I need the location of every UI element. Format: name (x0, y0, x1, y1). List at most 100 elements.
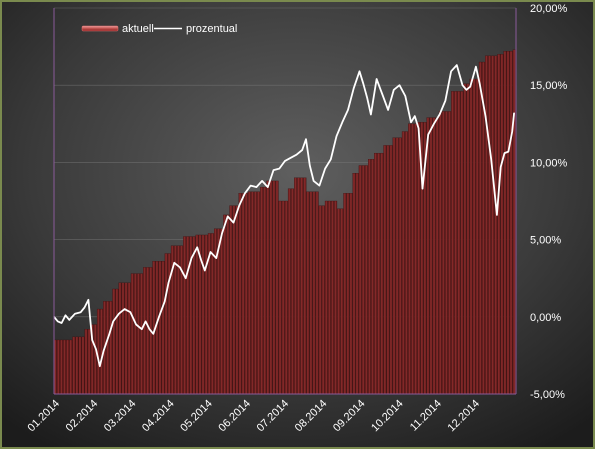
y-tick-label: 15,00% (530, 80, 568, 92)
line-point-23 (158, 316, 160, 318)
y-tick-label: -5,00% (530, 389, 565, 401)
bar-17 (106, 301, 110, 395)
line-point-2 (61, 322, 63, 324)
bar-9 (81, 336, 85, 395)
y-tick-label: 5,00% (530, 235, 561, 247)
line-point-83 (475, 66, 477, 68)
bar-131 (457, 91, 461, 395)
bar-103 (371, 159, 375, 395)
line-point-14 (112, 320, 114, 322)
line-point-32 (204, 269, 206, 272)
line-point-44 (272, 169, 275, 171)
bar-98 (355, 173, 359, 395)
line-point-87 (496, 214, 498, 216)
line-point-60 (358, 70, 361, 72)
bar-84 (312, 191, 316, 395)
line-point-54 (324, 168, 326, 170)
line-point-51 (309, 164, 311, 167)
bar-138 (478, 61, 482, 395)
bar-81 (303, 177, 307, 395)
bar-25 (130, 273, 134, 395)
line-point-8 (87, 299, 89, 301)
bar-93 (340, 208, 344, 395)
line-point-63 (370, 113, 372, 116)
bar-144 (497, 54, 501, 395)
bar-87 (321, 205, 325, 395)
bar-60 (238, 193, 242, 395)
bar-36 (164, 253, 168, 395)
bar-65 (254, 191, 258, 395)
bar-6 (72, 336, 76, 395)
line-point-72 (418, 127, 420, 129)
bar-125 (438, 111, 442, 395)
line-point-88 (500, 166, 502, 168)
line-point-35 (221, 232, 223, 234)
bar-133 (463, 83, 467, 395)
line-point-56 (335, 135, 338, 137)
line-series-prozentual (53, 64, 515, 368)
line-point-73 (421, 188, 424, 190)
bar-66 (257, 191, 261, 395)
line-point-55 (330, 158, 332, 160)
bar-51 (210, 233, 214, 395)
line-point-84 (479, 83, 481, 85)
line-point-57 (341, 121, 343, 123)
bar-92 (337, 208, 341, 395)
line-point-82 (469, 86, 471, 88)
bar-4 (66, 339, 70, 395)
bar-59 (235, 205, 239, 395)
bar-75 (284, 200, 288, 395)
line-point-76 (439, 113, 441, 116)
line-point-59 (353, 87, 355, 89)
line-point-58 (347, 109, 349, 111)
bar-35 (161, 261, 165, 395)
bar-96 (349, 193, 353, 395)
line-point-67 (393, 89, 395, 91)
bar-27 (137, 273, 140, 395)
line-point-33 (209, 251, 212, 253)
bar-126 (441, 111, 445, 395)
bar-56 (226, 214, 230, 395)
line-point-24 (164, 300, 166, 302)
bar-145 (500, 54, 504, 395)
bar-147 (506, 51, 510, 395)
line-point-10 (95, 348, 97, 350)
bar-127 (445, 111, 448, 395)
bar-series-aktuell (53, 49, 516, 395)
bar-108 (386, 145, 390, 395)
bar-76 (287, 188, 291, 395)
bar-30 (146, 267, 150, 395)
line-point-1 (57, 320, 59, 322)
line-point-64 (376, 78, 378, 80)
bar-142 (491, 55, 495, 395)
bar-106 (380, 152, 384, 395)
line-point-65 (381, 93, 383, 96)
line-point-53 (318, 185, 320, 187)
bar-8 (78, 336, 82, 395)
bar-110 (392, 137, 396, 395)
line-point-13 (108, 333, 110, 335)
line-point-86 (490, 158, 492, 160)
line-point-18 (135, 323, 137, 326)
bar-61 (241, 193, 245, 395)
line-point-29 (190, 257, 193, 259)
bar-88 (324, 200, 328, 395)
line-point-19 (141, 328, 143, 330)
bar-22 (121, 282, 125, 395)
bar-28 (140, 273, 144, 395)
line-point-47 (290, 157, 292, 159)
bar-134 (466, 83, 470, 395)
bar-2 (60, 339, 63, 395)
bar-117 (414, 123, 418, 395)
bar-7 (75, 336, 79, 395)
line-point-62 (366, 97, 368, 99)
bar-15 (100, 308, 104, 395)
line-point-7 (83, 306, 86, 309)
line-point-9 (91, 339, 93, 341)
bar-20 (115, 288, 119, 395)
bar-69 (266, 180, 270, 395)
bar-113 (401, 131, 405, 395)
bar-140 (485, 55, 489, 395)
y-tick-labels: -5,00% 0,00% 5,00% 10,00% 15,00% 20,00% (530, 3, 568, 401)
